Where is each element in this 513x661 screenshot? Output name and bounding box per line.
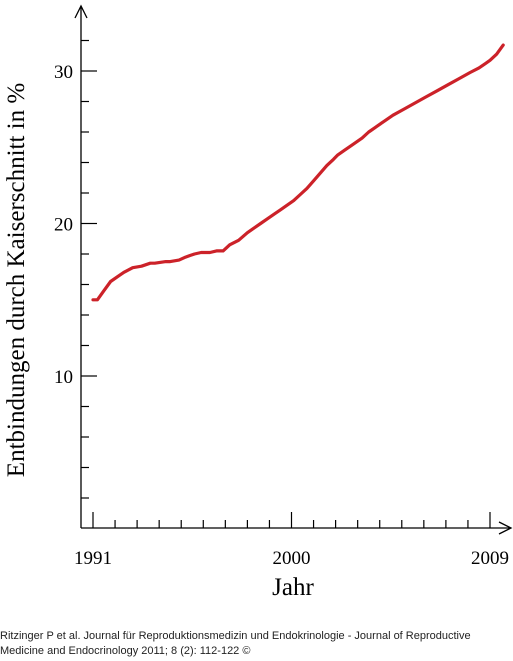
cesarean-rate-line-chart: 10 20 30 1991 2000 2009 Jahr Entbindungen dur… (3, 4, 513, 601)
x-tick-label: 2000 (273, 548, 311, 569)
y-axis-title: Entbindungen durch Kaiserschnitt in % (3, 83, 30, 477)
y-axis-arrow (74, 4, 88, 19)
y-tick-label: 30 (54, 62, 73, 83)
y-tick-label: 10 (54, 367, 73, 388)
chart-tick-labels: 10 20 30 1991 2000 2009 (54, 62, 509, 569)
x-axis-title: Jahr (272, 574, 314, 601)
x-tick-label: 1991 (74, 548, 112, 569)
x-axis-arrow (498, 521, 513, 535)
chart-axes (74, 4, 513, 535)
chart-ticks (81, 39, 491, 528)
source-citation: Ritzinger P et al. Journal für Reprodukt… (0, 630, 471, 657)
y-tick-label: 20 (54, 215, 73, 236)
series-line-0 (91, 43, 505, 302)
x-tick-label: 2009 (471, 548, 509, 569)
chart-series (91, 43, 505, 302)
